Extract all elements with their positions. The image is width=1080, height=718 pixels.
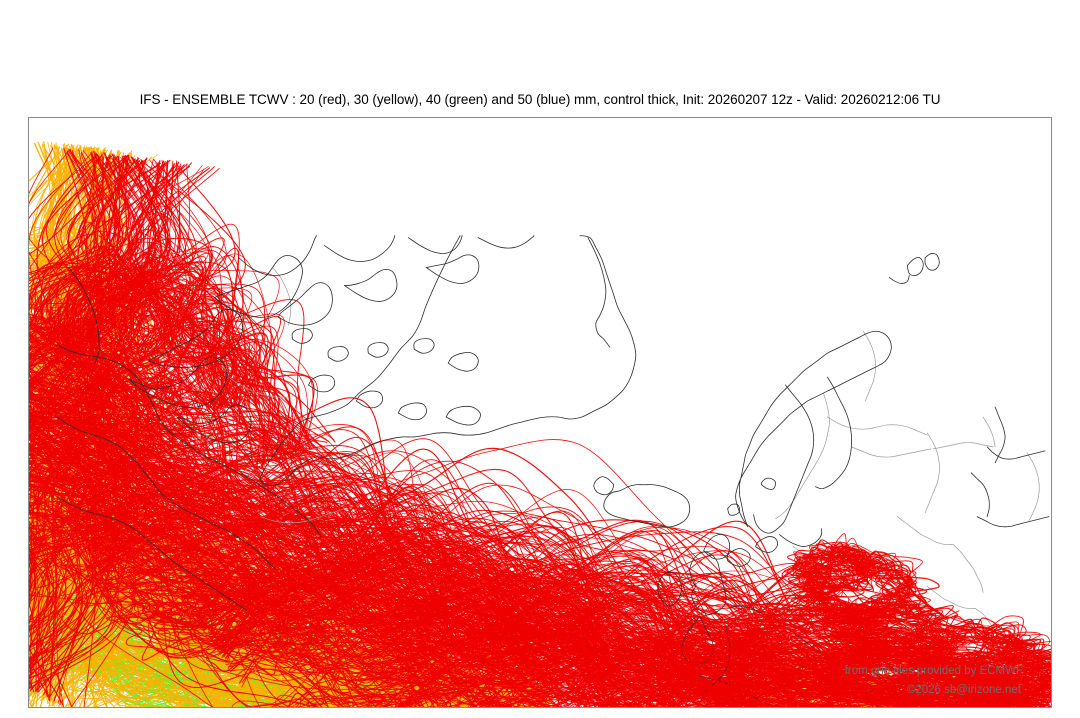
geo-path (448, 353, 478, 372)
geo-path (907, 257, 923, 275)
geo-path (754, 385, 814, 533)
geo-path (328, 347, 348, 362)
geo-path (408, 236, 462, 254)
map-plot-area: from grib files provided by ECMWF ©2026 … (28, 117, 1052, 708)
geo-path (953, 545, 983, 593)
geo-path (971, 473, 989, 517)
geo-path (897, 517, 953, 545)
geo-path (925, 433, 939, 513)
geo-path (780, 529, 822, 547)
geo-path (324, 236, 394, 262)
geo-path (995, 407, 1005, 463)
geo-path (987, 447, 1045, 459)
geo-path (1027, 453, 1039, 521)
geo-path (925, 253, 939, 270)
geo-path (344, 269, 397, 301)
geo-path (815, 377, 851, 489)
chart-title: IFS - ENSEMBLE TCWV : 20 (red), 30 (yell… (0, 92, 1080, 107)
geo-path (594, 477, 614, 495)
geo-path (604, 485, 690, 527)
geo-path (863, 331, 875, 401)
geo-path (889, 275, 909, 283)
geo-path (933, 443, 993, 449)
geo-path (478, 236, 534, 248)
geo-path (851, 447, 931, 457)
map-canvas (29, 118, 1051, 707)
geo-path (977, 517, 1049, 527)
geo-path (398, 403, 426, 420)
geo-path (728, 504, 740, 515)
geo-path (426, 255, 479, 284)
geo-path (239, 236, 317, 276)
geo-path (761, 478, 775, 489)
geo-path (446, 406, 480, 425)
geo-path (776, 393, 830, 519)
geo-path (756, 537, 778, 553)
geo-path (983, 417, 995, 447)
geo-path (368, 343, 388, 358)
geo-path (414, 339, 434, 354)
geo-path (827, 417, 927, 435)
